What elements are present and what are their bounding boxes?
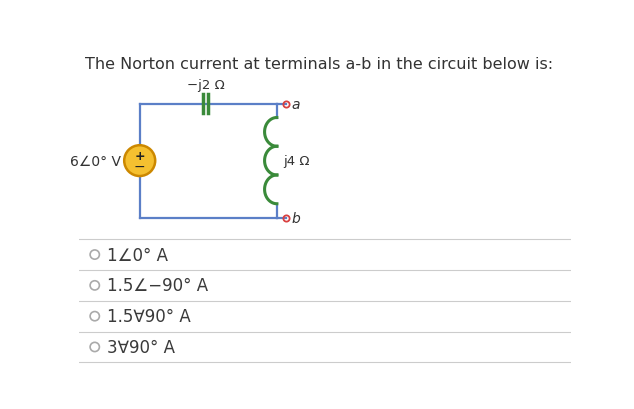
Text: −: −: [134, 160, 146, 173]
Text: 1.5∠−90° A: 1.5∠−90° A: [107, 276, 209, 294]
Text: a: a: [292, 97, 300, 111]
Text: b: b: [292, 211, 301, 225]
Text: 3∀90° A: 3∀90° A: [107, 338, 175, 356]
Text: 1.5∀90° A: 1.5∀90° A: [107, 308, 191, 326]
Text: 6∠0° V: 6∠0° V: [70, 154, 121, 168]
Text: +: +: [134, 149, 145, 162]
Text: j4 Ω: j4 Ω: [283, 155, 309, 168]
Text: −j2 Ω: −j2 Ω: [186, 79, 224, 92]
Text: The Norton current at terminals a-b in the circuit below is:: The Norton current at terminals a-b in t…: [86, 57, 553, 72]
Circle shape: [124, 146, 155, 177]
Text: 1∠0° A: 1∠0° A: [107, 246, 168, 264]
